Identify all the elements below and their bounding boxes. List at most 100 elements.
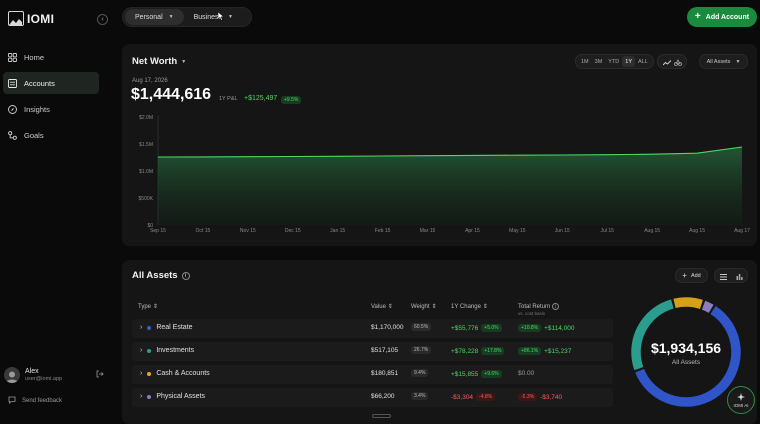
- x-tick-label: Dec 15: [285, 228, 301, 234]
- info-icon[interactable]: i: [552, 303, 560, 310]
- logo-icon: [8, 11, 24, 26]
- list-view-icon[interactable]: [719, 267, 727, 285]
- asset-weight-cell: 26.7%: [411, 346, 432, 354]
- table-row[interactable]: › Real Estate $1,170,000 60.5% +$55,776 …: [132, 319, 613, 338]
- user-name: Alex: [25, 368, 39, 375]
- net-worth-chart[interactable]: $0 $500K $1.0M $1.5M $2.0M Sep 15 Oct 15 Nov 15…: [122, 44, 757, 246]
- time-range-selector: 1M 3M YTD 1Y ALL: [575, 54, 654, 69]
- x-tick-label: Nov 15: [240, 228, 256, 234]
- chevron-right-icon[interactable]: ›: [140, 347, 143, 354]
- profile-business-button[interactable]: Business ▼: [184, 9, 243, 25]
- sidebar-item-insights[interactable]: Insights: [3, 98, 99, 120]
- asset-value: $1,170,000: [371, 324, 404, 331]
- asset-color-dot: [147, 348, 152, 353]
- asset-change-cell: +$55,776 +5.0%: [451, 324, 502, 332]
- asset-weight: 26.7%: [411, 346, 432, 354]
- sidebar-item-goals[interactable]: Goals: [3, 124, 99, 146]
- range-ytd-button[interactable]: YTD: [608, 58, 620, 65]
- range-3m-button[interactable]: 3M: [594, 58, 603, 65]
- asset-color-dot: [147, 371, 152, 376]
- ai-assistant-label: IOMI AI: [733, 402, 749, 408]
- sidebar-item-label: Insights: [24, 104, 50, 114]
- user-email: user@iomi.app: [25, 376, 63, 382]
- column-header-label: Total Return: [518, 303, 551, 310]
- table-row[interactable]: › Physical Assets $66,200 3.4% -$3,304 -…: [132, 388, 613, 407]
- profile-personal-button[interactable]: Personal ▼: [125, 9, 184, 25]
- asset-value: $517,105: [371, 347, 399, 354]
- sidebar-nav: Home Accounts Insights Goals: [3, 46, 99, 150]
- column-header-type[interactable]: Type ⇕: [138, 303, 158, 311]
- asset-type-cell: › Investments: [140, 347, 194, 354]
- net-worth-title[interactable]: Net Worth ▼: [132, 56, 186, 67]
- chevron-down-icon: ▼: [735, 58, 741, 65]
- sort-icon: ⇕: [431, 304, 437, 310]
- asset-return-cell: +10.8% +$114,000: [518, 324, 575, 332]
- add-account-label: Add Account: [705, 13, 750, 21]
- x-tick-label: Oct 15: [196, 228, 211, 234]
- series-line: [157, 146, 743, 158]
- ai-assistant-button[interactable]: IOMI AI: [727, 386, 755, 414]
- asset-type-cell: › Real Estate: [140, 324, 193, 331]
- asset-change-cell: -$3,304 -4.8%: [451, 393, 496, 401]
- table-row[interactable]: › Cash & Accounts $180,851 9.4% +$15,855…: [132, 365, 613, 384]
- pl-label: 1Y P&L: [219, 96, 238, 102]
- range-1m-button[interactable]: 1M: [581, 58, 589, 65]
- profile-switcher: Personal ▼ Business ▼: [122, 7, 252, 27]
- asset-value: $66,200: [371, 393, 395, 400]
- asset-return-value: +$15,237: [544, 347, 572, 355]
- chevron-right-icon[interactable]: ›: [140, 370, 143, 377]
- logout-icon[interactable]: [96, 370, 104, 380]
- asset-return-value: +$114,000: [544, 324, 575, 332]
- y-tick-label: $500K: [139, 196, 154, 202]
- donut-label: All Assets: [671, 359, 701, 366]
- asset-weight: 3.4%: [411, 392, 429, 400]
- net-worth-title-label: Net Worth: [132, 56, 178, 67]
- net-worth-date: Aug 17, 2026: [132, 78, 168, 84]
- table-row[interactable]: › Investments $517,105 26.7% +$78,228 +1…: [132, 342, 613, 361]
- logo[interactable]: IOMI: [8, 11, 54, 26]
- all-assets-title: All Assets i: [132, 270, 190, 281]
- scroll-handle[interactable]: [372, 414, 391, 418]
- send-feedback-link[interactable]: Send feedback: [8, 396, 62, 406]
- asset-change: +$78,228: [451, 347, 479, 355]
- sidebar-item-home[interactable]: Home: [3, 46, 99, 68]
- range-1y-button[interactable]: 1Y: [622, 56, 636, 67]
- allocation-donut-chart[interactable]: [628, 294, 744, 410]
- asset-return-pct: -5.3%: [518, 393, 538, 401]
- list-icon: [8, 78, 17, 88]
- asset-value: $180,851: [371, 370, 399, 377]
- asset-weight-cell: 9.4%: [411, 369, 429, 377]
- chart-view-icon[interactable]: [736, 267, 743, 285]
- bar-chart-icon[interactable]: [673, 53, 682, 71]
- asset-filter-select[interactable]: All Assets ▼: [699, 54, 748, 69]
- asset-change: +$55,776: [451, 324, 479, 332]
- column-header-weight[interactable]: Weight ⇕: [411, 303, 437, 311]
- donut-segment: [673, 297, 703, 310]
- user-profile[interactable]: Alex user@iomi.app: [4, 365, 104, 385]
- x-tick-label: May 15: [509, 228, 526, 234]
- x-tick-label: Jan 15: [330, 228, 345, 234]
- sidebar-item-accounts[interactable]: Accounts: [3, 72, 99, 94]
- line-chart-icon[interactable]: [662, 53, 671, 71]
- chevron-right-icon[interactable]: ›: [140, 393, 143, 400]
- asset-change-pct: -4.8%: [476, 393, 496, 401]
- column-header-change[interactable]: 1Y Change ⇕: [451, 303, 488, 311]
- collapse-sidebar-button[interactable]: ‹: [97, 14, 108, 25]
- column-header-label: Weight: [411, 303, 430, 310]
- x-tick-label: Feb 15: [375, 228, 391, 234]
- x-tick-label: Jun 15: [555, 228, 570, 234]
- sidebar-item-label: Goals: [24, 130, 44, 140]
- chevron-right-icon[interactable]: ›: [140, 324, 143, 331]
- column-header-value[interactable]: Value ⇕: [371, 303, 393, 311]
- asset-color-dot: [147, 394, 152, 399]
- range-all-button[interactable]: ALL: [638, 58, 648, 65]
- add-account-button[interactable]: + Add Account: [687, 7, 757, 27]
- info-icon[interactable]: i: [181, 271, 190, 280]
- add-asset-button[interactable]: + Add: [675, 268, 708, 283]
- net-worth-card: Net Worth ▼ 1M 3M YTD 1Y ALL All Assets …: [122, 44, 757, 246]
- asset-type-cell: › Cash & Accounts: [140, 370, 210, 377]
- column-header-total-return[interactable]: Total Return i: [518, 303, 560, 310]
- chevron-down-icon: ▼: [181, 58, 187, 65]
- asset-type-cell: › Physical Assets: [140, 393, 205, 400]
